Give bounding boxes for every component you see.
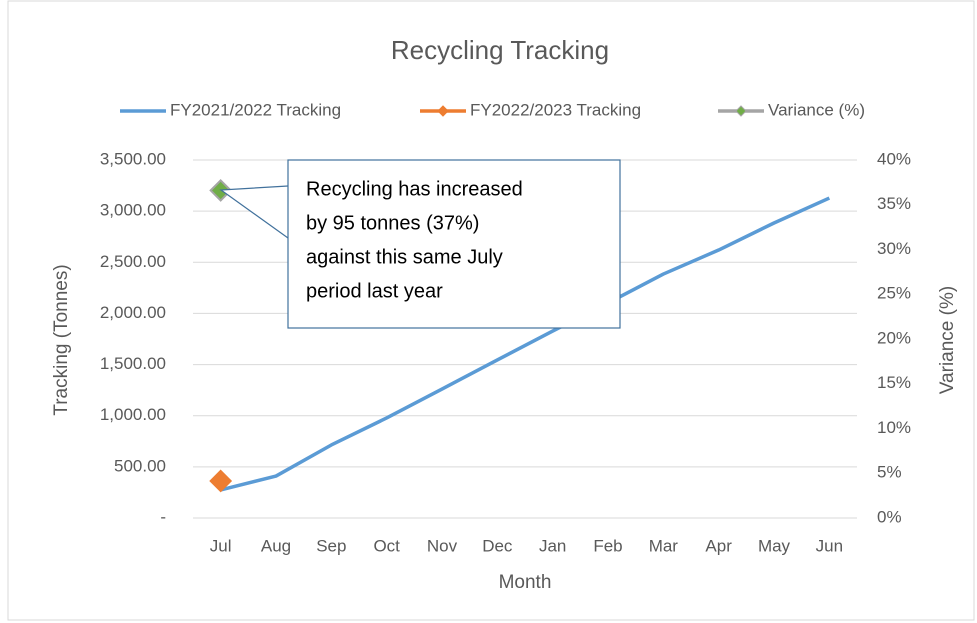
legend-marker (735, 105, 747, 117)
x-tick-label: Jun (816, 536, 843, 555)
x-axis-title: Month (499, 572, 552, 593)
x-tick-label: Feb (593, 536, 622, 555)
x-tick-label: Mar (649, 536, 679, 555)
y2-tick-label: 15% (877, 373, 911, 392)
annotation-line: against this same July (306, 246, 503, 268)
x-tick-label: Dec (482, 536, 513, 555)
annotation-line: by 95 tonnes (37%) (306, 212, 479, 234)
callout-box (287, 159, 621, 329)
callout-pointer (219, 185, 289, 239)
x-tick-label: May (758, 536, 791, 555)
annotation-line: period last year (306, 280, 443, 302)
y-tick-label: 2,500.00 (100, 252, 166, 271)
chart-title: Recycling Tracking (391, 35, 609, 65)
x-tick-label: Jan (539, 536, 566, 555)
y-tick-label: 1,000.00 (100, 405, 166, 424)
x-tick-label: Nov (427, 536, 458, 555)
legend-marker (437, 105, 449, 117)
y-axis-title: Tracking (Tonnes) (51, 264, 72, 415)
y-tick-label: 500.00 (114, 456, 166, 475)
y2-tick-label: 10% (877, 418, 911, 437)
y-tick-label: 2,000.00 (100, 303, 166, 322)
y-tick-label: 3,000.00 (100, 201, 166, 220)
y-tick-label: 3,500.00 (100, 149, 166, 168)
annotation-line: Recycling has increased (306, 178, 523, 200)
x-tick-label: Sep (316, 536, 346, 555)
series-line (220, 196, 831, 492)
legend-label: FY2021/2022 Tracking (170, 100, 341, 119)
x-tick-label: Apr (705, 536, 732, 555)
y2-tick-label: 40% (877, 149, 911, 168)
annotation: Recycling has increased by 95 tonnes (37%… (219, 159, 621, 329)
x-tick-label: Aug (261, 536, 291, 555)
y2-tick-label: 35% (877, 194, 911, 213)
y2-tick-label: 25% (877, 284, 911, 303)
y-tick-label: - (160, 507, 166, 526)
legend-label: FY2022/2023 Tracking (470, 100, 641, 119)
y2-axis-title: Variance (%) (937, 286, 958, 394)
legend-label: Variance (%) (768, 100, 865, 119)
y2-tick-label: 20% (877, 328, 911, 347)
x-tick-label: Jul (210, 536, 232, 555)
y2-tick-label: 5% (877, 463, 902, 482)
y-tick-label: 1,500.00 (100, 354, 166, 373)
x-tick-label: Oct (373, 536, 400, 555)
y2-tick-label: 0% (877, 507, 902, 526)
y2-tick-label: 30% (877, 239, 911, 258)
series-marker (209, 469, 233, 493)
